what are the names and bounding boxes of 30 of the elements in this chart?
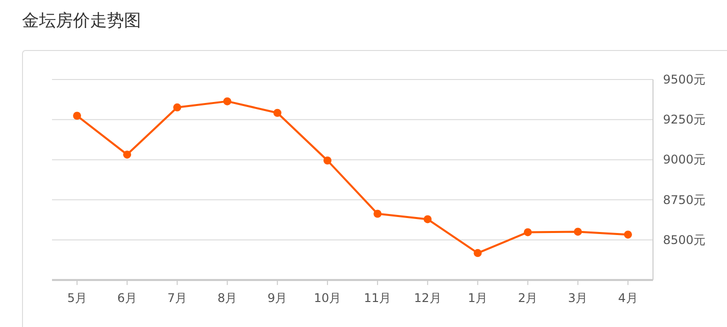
x-tick-label: 12月: [414, 291, 442, 305]
point: [624, 230, 632, 239]
y-tick-label: 9000元: [663, 152, 706, 167]
point: [424, 215, 432, 224]
y-tick-label: 9500元: [663, 72, 706, 86]
point: [524, 228, 532, 236]
chart-title: 金坛房价走势图: [22, 11, 141, 31]
x-tick-label: 5月: [67, 291, 87, 305]
y-tick-label: 9250元: [663, 112, 706, 127]
x-tick-label: 8月: [217, 291, 238, 305]
point: [323, 156, 332, 164]
point: [273, 108, 282, 117]
y-tick-label: 8750元: [663, 192, 706, 207]
point: [123, 150, 132, 159]
x-tick-label: 4月: [618, 291, 638, 305]
x-tick-label: 7月: [167, 291, 188, 305]
x-tick-label: 11月: [364, 291, 392, 305]
x-tick-label: 6月: [117, 291, 137, 305]
y-tick-label: 8500元: [663, 232, 706, 247]
point: [223, 97, 232, 106]
x-tick-label: 1月: [468, 291, 488, 305]
x-tick-label: 10月: [314, 291, 342, 305]
point: [73, 112, 82, 120]
x-tick-label: 9月: [268, 291, 288, 305]
point: [173, 103, 182, 112]
x-tick-label: 2月: [518, 291, 538, 305]
point: [574, 228, 582, 236]
point: [474, 249, 482, 258]
point: [374, 210, 382, 218]
x-tick-label: 3月: [568, 291, 588, 305]
